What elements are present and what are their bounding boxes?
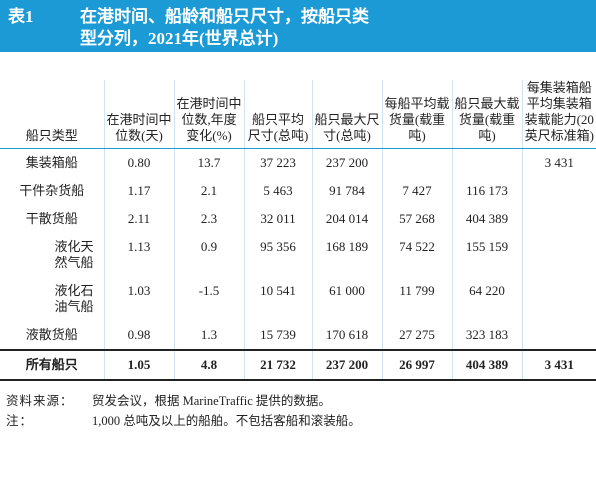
column-header: 船只平均尺寸(总吨) — [243, 80, 312, 149]
cell — [381, 148, 452, 177]
note-label: 注： — [6, 414, 34, 428]
cell: 32 011 — [243, 205, 312, 233]
cell: 91 784 — [311, 177, 382, 205]
cell: 204 014 — [311, 205, 382, 233]
total-row: 所有船只 1.05 4.8 21 732 237 200 26 997 404 389 3 4… — [0, 349, 596, 381]
cell: 237 200 — [311, 148, 382, 177]
cell: 5 463 — [243, 177, 312, 205]
data-table: 船只类型 在港时间中位数(天) 在港时间中位数,年度变化(%) 船只平均尺寸(总吨) 船… — [0, 80, 596, 381]
cell: 404 389 — [451, 349, 522, 381]
table-row: 干散货船 2.11 2.3 32 011 204 014 57 268 404 389 — [0, 205, 596, 233]
note-text: 贸发会议，根据 MarineTraffic 提供的数据。 — [92, 394, 331, 408]
cell: 4.8 — [173, 349, 244, 381]
cell: 3 431 — [521, 349, 596, 381]
column-header: 船只类型 — [0, 80, 104, 149]
table-row: 液散货船 0.98 1.3 15 739 170 618 27 275 323 183 — [0, 321, 596, 350]
column-header: 每集装箱船平均集装箱装载能力(20英尺标准箱) — [521, 80, 596, 149]
cell: 3 431 — [521, 148, 596, 177]
cell: 2.11 — [103, 205, 174, 233]
cell: 1.03 — [103, 277, 174, 321]
table-row: 干件杂货船 1.17 2.1 5 463 91 784 7 427 116 173 — [0, 177, 596, 205]
cell: 61 000 — [311, 277, 382, 321]
cell: 74 522 — [381, 233, 452, 277]
cell: 237 200 — [311, 349, 382, 381]
cell — [521, 233, 596, 277]
cell: 15 739 — [243, 321, 312, 350]
table-title: 在港时间、船龄和船只尺寸，按船只类型分列，2021年(世界总计) — [80, 7, 369, 48]
table-row: 液化石油气船 1.03 -1.5 10 541 61 000 11 799 64 220 — [0, 277, 596, 321]
header-bar: 表1 在港时间、船龄和船只尺寸，按船只类型分列，2021年(世界总计) — [0, 0, 596, 52]
cell: 1.3 — [173, 321, 244, 350]
column-header: 船只最大尺寸(总吨) — [311, 80, 382, 149]
cell — [521, 321, 596, 350]
cell: 116 173 — [451, 177, 522, 205]
cell: 323 183 — [451, 321, 522, 350]
cell: 404 389 — [451, 205, 522, 233]
cell: 11 799 — [381, 277, 452, 321]
cell: 168 189 — [311, 233, 382, 277]
cell: 64 220 — [451, 277, 522, 321]
cell: 13.7 — [173, 148, 244, 177]
column-header: 在港时间中位数(天) — [103, 80, 174, 149]
cell: 7 427 — [381, 177, 452, 205]
cell: 0.9 — [173, 233, 244, 277]
note: 注： 1,000 总吨及以上的船舶。不包括客船和滚装船。 — [6, 411, 596, 431]
notes: 资料来源： 贸发会议，根据 MarineTraffic 提供的数据。注： 1,000… — [6, 391, 596, 431]
cell: 10 541 — [243, 277, 312, 321]
cell — [521, 177, 596, 205]
note-text: 1,000 总吨及以上的船舶。不包括客船和滚装船。 — [92, 414, 361, 428]
cell: 1.17 — [103, 177, 174, 205]
row-label: 所有船只 — [0, 349, 104, 381]
row-label: 干散货船 — [25, 211, 78, 226]
cell: 0.80 — [103, 148, 174, 177]
cell: 2.3 — [173, 205, 244, 233]
table-row: 液化天然气船 1.13 0.9 95 356 168 189 74 522 155 159 — [0, 233, 596, 277]
cell — [521, 277, 596, 321]
cell: 1.13 — [103, 233, 174, 277]
cell: 57 268 — [381, 205, 452, 233]
column-header: 每船平均载货量(载重吨) — [381, 80, 452, 149]
table-row: 集装箱船 0.80 13.7 37 223 237 200 3 431 — [0, 148, 596, 177]
row-label: 干件杂货船 — [19, 183, 85, 198]
cell: 1.05 — [103, 349, 174, 381]
row-label: 液化石油气船 — [54, 283, 94, 314]
row-label: 液化天然气船 — [54, 239, 94, 270]
column-header: 在港时间中位数,年度变化(%) — [173, 80, 244, 149]
cell — [521, 205, 596, 233]
cell: 0.98 — [103, 321, 174, 350]
row-label: 液散货船 — [25, 327, 78, 342]
cell: -1.5 — [173, 277, 244, 321]
cell: 21 732 — [243, 349, 312, 381]
cell: 155 159 — [451, 233, 522, 277]
cell: 26 997 — [381, 349, 452, 381]
row-label: 集装箱船 — [25, 155, 78, 170]
table-label: 表1 — [8, 7, 34, 26]
cell: 95 356 — [243, 233, 312, 277]
header-row: 船只类型 在港时间中位数(天) 在港时间中位数,年度变化(%) 船只平均尺寸(总吨) 船… — [0, 80, 596, 149]
cell: 37 223 — [243, 148, 312, 177]
note: 资料来源： 贸发会议，根据 MarineTraffic 提供的数据。 — [6, 391, 596, 411]
cell: 27 275 — [381, 321, 452, 350]
column-header: 船只最大载货量(载重吨) — [451, 80, 522, 149]
cell: 170 618 — [311, 321, 382, 350]
cell: 2.1 — [173, 177, 244, 205]
cell — [451, 148, 522, 177]
note-label: 资料来源： — [6, 394, 74, 408]
